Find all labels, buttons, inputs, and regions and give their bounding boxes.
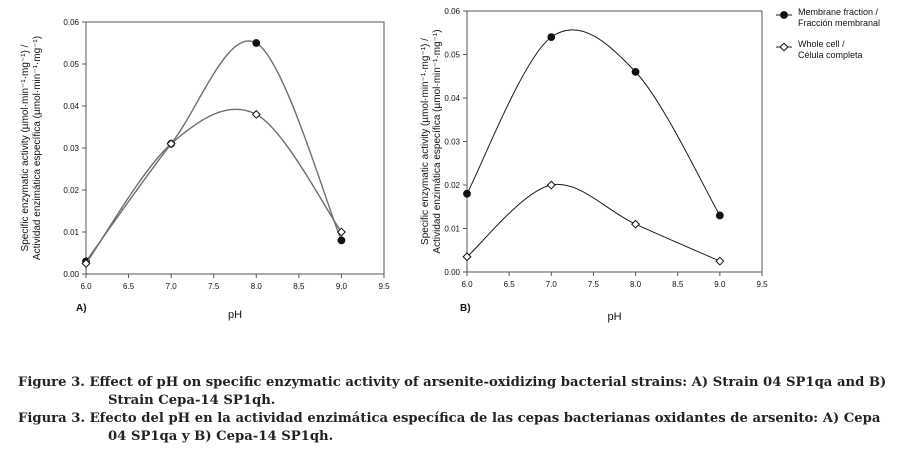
panel-a-series-1-point: [252, 39, 261, 47]
panel-a-x-tick-label: 8.0: [251, 282, 263, 291]
panel-a-chart: 6.0 6.5 7.0 7.5 8.0 8.5 9.0 9.5 0.00 0.01 0.02 0.03…: [20, 18, 390, 321]
panel-a-series-2-point: [251, 109, 261, 119]
panel-b-series-2-point: [462, 252, 472, 262]
panel-b-y-tick-label: 0.06: [444, 7, 460, 16]
panel-a-x-tick-label: 8.5: [293, 282, 305, 291]
panel-b-series-2-point: [546, 180, 556, 190]
panel-a-x-tick-label: 6.0: [80, 282, 92, 291]
panel-b-series-1-point: [463, 189, 471, 198]
panel-b-y-tick-label: 0.00: [444, 268, 460, 277]
panel-b-legend-entry: Fracción membranal: [798, 18, 880, 28]
panel-b-x-tick-label: 8.5: [672, 280, 684, 289]
panel-b-y-axis-label-es: Actividad enzimática específica (µmol·mi…: [432, 29, 443, 253]
panel-b-y-tick-label: 0.03: [444, 138, 460, 147]
panel-b-x-tick-label: 9.0: [714, 280, 726, 289]
panel-a-series-2-line: [85, 108, 342, 264]
panel-b-series-1-point: [547, 33, 556, 41]
panel-a-x-tick-label: 7.0: [166, 282, 178, 291]
panel-a-series-1-line: [85, 40, 343, 262]
caption-english: Figure 3. Effect of pH on specific enzym…: [18, 375, 887, 408]
panel-a-panel-label: A): [76, 303, 87, 314]
panel-b-plot-frame: [466, 10, 763, 273]
panel-a-y-axis-label-en: Specific enzymatic activity (µmol·min⁻¹·…: [20, 44, 31, 251]
figure-caption: Figure 3. Effect of pH on specific enzym…: [18, 374, 898, 446]
panel-b-x-tick-label: 7.5: [588, 280, 600, 289]
panel-b-legend-entry: Célula completa: [798, 50, 863, 60]
panel-a-x-tick-label: 9.5: [378, 282, 390, 291]
panel-b-series-2-point: [715, 256, 725, 266]
panel-a-series-2-point: [81, 258, 91, 269]
panel-a-y-axis-label-es: Actividad enzimática específica (µmol·mi…: [32, 36, 43, 260]
panel-a-y-tick-label: 0.03: [63, 144, 79, 153]
panel-b-panel-label: B): [460, 303, 471, 314]
panel-a-x-tick-label: 6.5: [123, 282, 135, 291]
panel-b-chart: 6.0 6.5 7.0 7.5 8.0 8.5 9.0 9.5 0.00 0.01 0.02 0.03…: [420, 7, 880, 323]
panel-a-series-2-point: [336, 227, 346, 237]
panel-b-series-1-point: [715, 211, 724, 220]
panel-a-x-axis-label: pH: [228, 309, 242, 321]
panel-a-series-1-point: [337, 236, 346, 245]
panel-b-x-tick-label: 8.0: [630, 280, 642, 289]
panel-b-series-1-point: [631, 68, 640, 76]
panel-b-y-tick-label: 0.04: [444, 94, 460, 103]
caption-spanish: Figura 3. Efecto del pH en la actividad …: [18, 411, 881, 444]
panel-b-legend-entry: Whole cell /: [798, 39, 845, 49]
panel-a-y-tick-label: 0.01: [63, 228, 79, 237]
panel-a-x-tick-label: 7.5: [208, 282, 220, 291]
panel-b-legend-swatch-marker: [780, 11, 788, 19]
panel-a-y-tick-label: 0.04: [63, 102, 79, 111]
panel-b-y-tick-label: 0.05: [444, 51, 460, 60]
panel-b-series-2-point: [631, 219, 641, 229]
panel-b-x-tick-label: 7.0: [546, 280, 558, 289]
panel-a-series-2-point: [166, 139, 176, 149]
panel-b-x-tick-label: 9.5: [756, 280, 768, 289]
panel-b-y-tick-label: 0.01: [444, 225, 460, 234]
panel-b-x-tick-label: 6.5: [504, 280, 516, 289]
panel-b-series-2-line: [466, 183, 721, 262]
panel-a-x-tick-label: 9.0: [336, 282, 348, 291]
panel-b-x-tick-label: 6.0: [461, 280, 473, 289]
panel-a-y-tick-label: 0.06: [63, 18, 79, 27]
panel-b-series-1-line: [466, 29, 721, 216]
panel-b-y-tick-label: 0.02: [444, 181, 460, 190]
panel-a-y-tick-label: 0.05: [63, 60, 79, 69]
panel-b-x-axis-label: pH: [607, 311, 621, 323]
panel-b-legend-entry: Membrane fraction /: [798, 7, 879, 17]
panel-a-y-tick-label: 0.00: [63, 270, 79, 279]
panel-b-y-axis-label-en: Specific enzymatic activity (µmol·min⁻¹·…: [420, 38, 431, 245]
panel-a-y-tick-label: 0.02: [63, 186, 79, 195]
panel-b-legend-swatch-marker: [779, 42, 789, 52]
